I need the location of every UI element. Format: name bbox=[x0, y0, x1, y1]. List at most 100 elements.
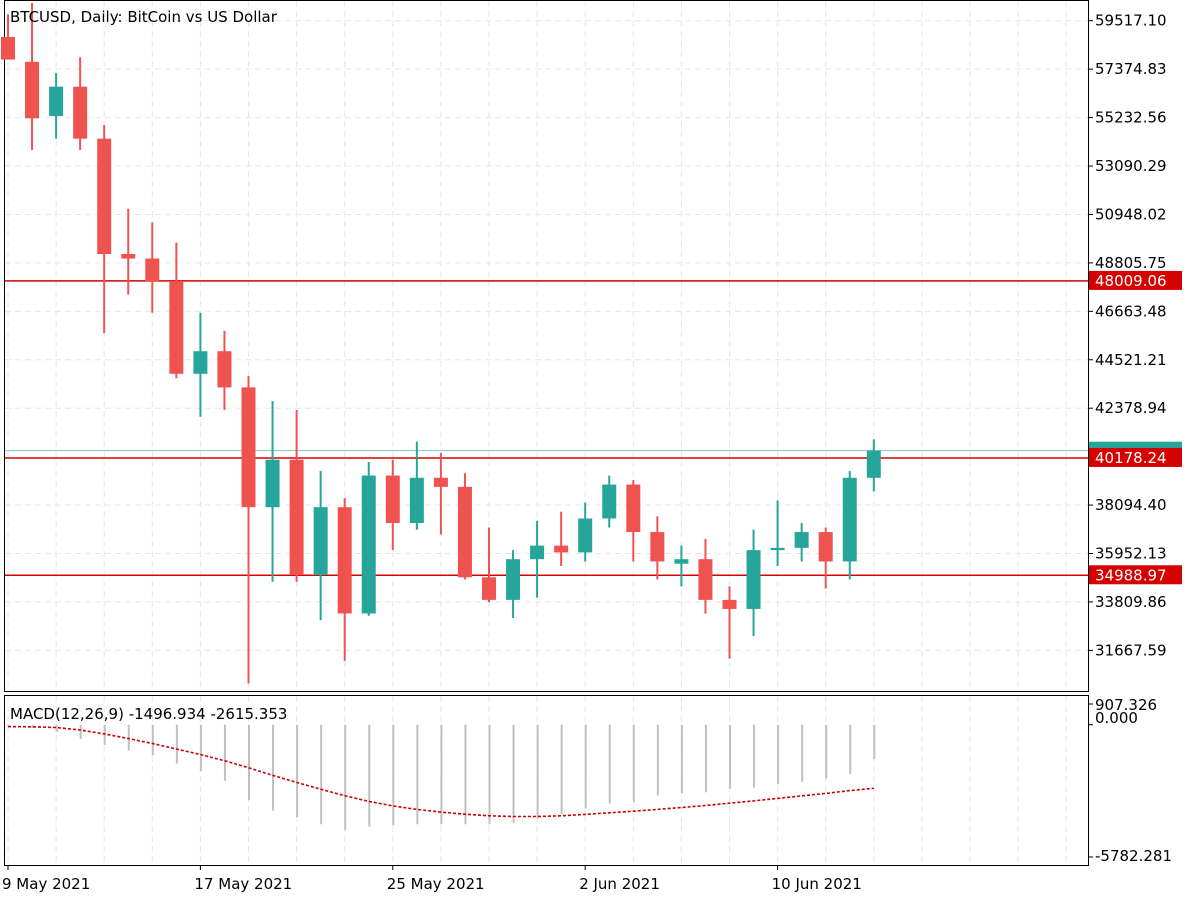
price-tick-label: 42378.94 bbox=[1095, 399, 1167, 417]
date-tick-label: 9 May 2021 bbox=[2, 875, 90, 893]
date-tick-label: 10 Jun 2021 bbox=[772, 875, 862, 893]
candle-body bbox=[602, 484, 617, 519]
candle bbox=[722, 586, 737, 659]
candle-body bbox=[361, 475, 376, 614]
candle bbox=[457, 473, 472, 580]
candle-body bbox=[289, 459, 304, 576]
candle-body bbox=[457, 486, 472, 578]
candle bbox=[337, 498, 352, 661]
price-tick-label: 53090.29 bbox=[1095, 157, 1167, 175]
candle-body bbox=[698, 559, 713, 600]
candle bbox=[482, 527, 496, 603]
candlesticks bbox=[1, 3, 881, 684]
candle bbox=[530, 520, 545, 598]
candle bbox=[506, 550, 521, 618]
price-tick-label: 44521.21 bbox=[1095, 351, 1167, 369]
candle bbox=[25, 3, 40, 150]
candle bbox=[193, 312, 208, 417]
price-tick-label: 35952.13 bbox=[1095, 544, 1167, 562]
candle-body bbox=[337, 507, 352, 614]
level-tag bbox=[1089, 270, 1182, 290]
level-tag-label: 48009.06 bbox=[1095, 272, 1167, 290]
macd-pane-border bbox=[4, 695, 1089, 866]
level-tag bbox=[1089, 565, 1182, 585]
candle-body bbox=[433, 477, 448, 487]
candle bbox=[770, 500, 785, 566]
macd-indicator bbox=[7, 724, 876, 830]
candle bbox=[842, 471, 857, 580]
candle bbox=[554, 511, 569, 566]
candle-body bbox=[25, 61, 40, 119]
candle-body bbox=[409, 477, 424, 524]
candle-body bbox=[217, 351, 232, 388]
candle bbox=[746, 529, 761, 637]
candle-body bbox=[482, 577, 496, 600]
price-tick-label: 46663.48 bbox=[1095, 302, 1167, 320]
candle-body bbox=[578, 518, 593, 553]
candle bbox=[674, 545, 689, 587]
candle bbox=[626, 480, 641, 562]
candle bbox=[650, 516, 665, 580]
candle bbox=[73, 57, 88, 150]
candle-body bbox=[794, 532, 809, 548]
price-tick-label: 38094.40 bbox=[1095, 496, 1167, 514]
candle bbox=[145, 222, 160, 313]
candle bbox=[866, 439, 881, 492]
candle-body bbox=[770, 547, 785, 551]
candle bbox=[433, 452, 448, 535]
axes: 59517.10 57374.83 55232.56 53090.29 50948.02… bbox=[2, 12, 1172, 893]
grid bbox=[5, 1, 1088, 865]
candle bbox=[385, 459, 400, 551]
candle-body bbox=[674, 559, 689, 564]
candle bbox=[313, 471, 328, 621]
candle bbox=[265, 400, 280, 582]
macd-tick-label: 0.000 bbox=[1095, 709, 1138, 727]
candle bbox=[1, 14, 15, 60]
candle-body bbox=[746, 550, 761, 609]
price-tick-label: 57374.83 bbox=[1095, 60, 1167, 78]
candle-body bbox=[722, 599, 737, 609]
candle bbox=[217, 330, 232, 410]
candle-body bbox=[530, 545, 545, 560]
price-tick-label: 33809.86 bbox=[1095, 593, 1167, 611]
price-tick-label: 59517.10 bbox=[1095, 12, 1167, 30]
price-tick-label: 55232.56 bbox=[1095, 109, 1167, 127]
candle-body bbox=[193, 351, 208, 374]
candle bbox=[121, 208, 136, 295]
candle bbox=[698, 538, 713, 614]
candle-body bbox=[506, 559, 521, 600]
chart-title: BTCUSD, Daily: BitCoin vs US Dollar bbox=[10, 8, 278, 26]
level-tag-label: 40178.24 bbox=[1095, 449, 1167, 467]
candle bbox=[818, 527, 833, 589]
candle-body bbox=[818, 532, 833, 562]
price-tick-label: 50948.02 bbox=[1095, 205, 1167, 223]
candle-body bbox=[145, 258, 160, 282]
level-tag bbox=[1089, 447, 1182, 467]
price-tick-label: 48805.75 bbox=[1095, 254, 1167, 272]
candle-body bbox=[97, 138, 112, 254]
candle-body bbox=[73, 86, 88, 139]
candle bbox=[49, 73, 64, 139]
candle bbox=[602, 475, 617, 528]
candle-body bbox=[1, 36, 15, 60]
candle-body bbox=[169, 281, 184, 374]
candle bbox=[794, 523, 809, 562]
candle bbox=[97, 125, 112, 334]
horizontal-levels: 48009.06 40178.24 34988.97 bbox=[5, 270, 1182, 585]
level-tag-label: 34988.97 bbox=[1095, 566, 1167, 584]
candle bbox=[289, 409, 304, 582]
macd-label: MACD(12,26,9) -1496.934 -2615.353 bbox=[10, 705, 287, 723]
date-tick-label: 25 May 2021 bbox=[387, 875, 485, 893]
candle-body bbox=[241, 387, 256, 508]
candle-body bbox=[49, 86, 64, 117]
candle bbox=[361, 461, 376, 616]
chart-frame bbox=[4, 0, 1089, 866]
macd-tick-label: 907.326 bbox=[1095, 696, 1157, 714]
candle-body bbox=[313, 507, 328, 576]
macd-tick-label: -5782.281 bbox=[1095, 847, 1172, 865]
candle bbox=[241, 376, 256, 684]
candle-body bbox=[265, 459, 280, 508]
price-pane-border bbox=[4, 0, 1089, 692]
candle-body bbox=[121, 253, 136, 259]
